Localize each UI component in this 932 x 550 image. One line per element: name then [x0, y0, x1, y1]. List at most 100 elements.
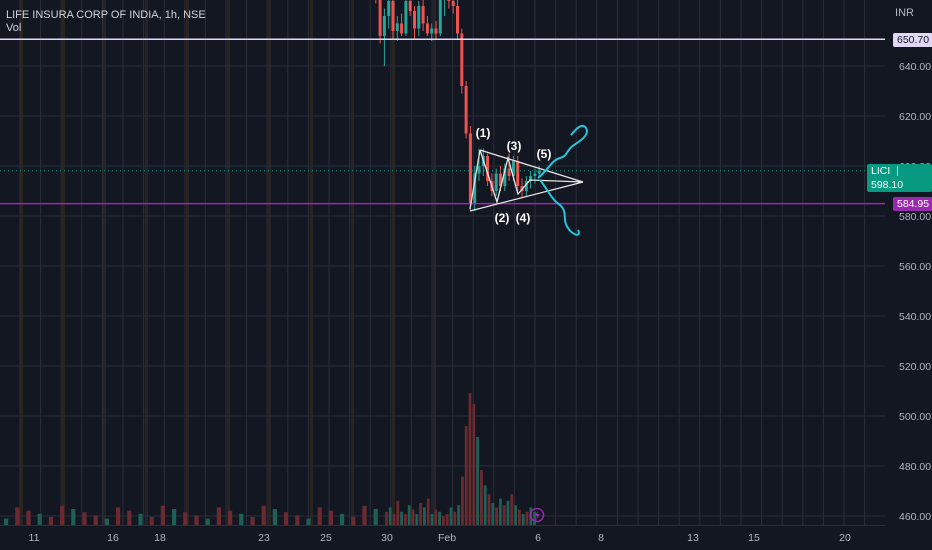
- candle-body: [494, 173, 498, 191]
- volume-bar: [449, 507, 453, 525]
- volume-bar: [434, 509, 438, 525]
- volume-bar: [464, 426, 468, 525]
- volume-bar: [194, 515, 199, 525]
- breakout-up-arrow: [537, 124, 588, 179]
- volume-bar: [404, 514, 407, 525]
- volume-bar: [392, 514, 396, 525]
- x-axis-line: [0, 525, 885, 526]
- wave-label: (3): [507, 139, 522, 153]
- candle-body: [438, 0, 442, 34]
- volume-bar: [15, 507, 20, 525]
- x-tick-label: 6: [535, 532, 541, 544]
- candle-body: [486, 156, 490, 181]
- volume-bar: [407, 505, 411, 525]
- session-band: [62, 0, 65, 525]
- candle-body: [391, 1, 395, 31]
- volume-bar: [340, 513, 345, 525]
- volume-bar: [472, 404, 476, 525]
- lightning-icon: [529, 507, 545, 523]
- x-tick-label: 25: [320, 532, 332, 544]
- volume-bar: [525, 511, 529, 525]
- candle-body: [451, 1, 455, 6]
- x-tick-label: 8: [598, 532, 604, 544]
- volume-bar: [82, 512, 87, 525]
- session-band: [310, 0, 313, 525]
- wave-label: (5): [537, 147, 552, 161]
- volume-bar: [272, 509, 277, 525]
- volume-bar: [419, 503, 422, 525]
- volume-bar: [250, 517, 255, 525]
- volume-bar: [495, 507, 498, 525]
- volume-bar: [4, 518, 9, 525]
- candle-body: [434, 28, 438, 34]
- candle-body: [382, 16, 386, 36]
- volume-bar: [415, 514, 419, 525]
- currency-label: INR: [895, 7, 914, 19]
- volume-bar: [328, 510, 333, 525]
- volume-bar: [317, 507, 322, 525]
- x-tick-label: 20: [839, 532, 851, 544]
- volume-bar: [476, 437, 479, 525]
- x-tick-label: 11: [29, 532, 40, 544]
- triangle-lower-trendline: [469, 181, 584, 212]
- candle-body: [507, 168, 511, 176]
- candle-body: [425, 23, 429, 34]
- candle-body: [404, 1, 408, 34]
- resistance-price-label: 650.70: [893, 33, 932, 47]
- x-tick-label: 18: [154, 532, 166, 544]
- ticker-symbol: LICI: [871, 165, 891, 177]
- session-band: [227, 0, 230, 525]
- volume-bar: [295, 515, 300, 525]
- volume-bar: [149, 517, 154, 525]
- volume-bar: [216, 507, 221, 525]
- candle-body: [477, 166, 481, 174]
- lightning-icon-ring: [529, 507, 545, 523]
- resistance-price-value: 650.70: [897, 34, 930, 46]
- volume-bar: [26, 510, 31, 525]
- candle-body: [430, 28, 434, 34]
- volume-bar: [351, 517, 356, 525]
- volume-bar: [521, 514, 525, 525]
- x-tick-label: 23: [258, 532, 270, 544]
- volume-bar: [261, 505, 266, 525]
- symbol-title: LIFE INSURA CORP OF INDIA, 1h, NSE: [6, 9, 206, 21]
- candle-body: [387, 1, 391, 16]
- volume-bar: [506, 500, 510, 525]
- session-band: [268, 0, 271, 525]
- volume-bar: [491, 503, 495, 525]
- volume-bar: [426, 498, 430, 525]
- volume-bar: [499, 498, 502, 525]
- candle-body: [400, 23, 404, 34]
- y-tick-label: 580.00: [899, 211, 931, 223]
- support-price-label: 584.95: [893, 197, 932, 211]
- y-tick-label: 620.00: [899, 111, 931, 123]
- candle-body: [460, 33, 464, 86]
- volume-bar: [423, 507, 426, 525]
- volume-bar: [430, 514, 434, 525]
- volume-bar: [400, 511, 403, 525]
- volume-bar: [518, 509, 521, 525]
- support-price-value: 584.95: [897, 198, 930, 210]
- volume-bar: [388, 507, 392, 525]
- current-price-label: LICI 598.10: [867, 164, 932, 192]
- volume-bar: [37, 513, 42, 525]
- candle-body: [473, 173, 477, 204]
- wave-label: (4): [516, 211, 531, 225]
- volume-bar: [138, 513, 143, 525]
- volume-bar: [239, 513, 244, 525]
- volume-bar: [510, 494, 514, 525]
- volume-bar: [445, 514, 449, 525]
- candle-body: [524, 181, 528, 191]
- candle-body: [537, 170, 541, 174]
- volume-bar: [453, 511, 457, 525]
- volume-bar: [104, 518, 109, 525]
- x-tick-label: 13: [687, 532, 699, 544]
- volume-bar: [116, 507, 121, 525]
- y-tick-label: 480.00: [899, 461, 931, 473]
- candle-body: [533, 173, 537, 176]
- breakout-down-arrow: [539, 179, 580, 236]
- candle-body: [516, 161, 520, 186]
- volume-bar: [442, 516, 445, 525]
- volume-bar: [228, 510, 233, 525]
